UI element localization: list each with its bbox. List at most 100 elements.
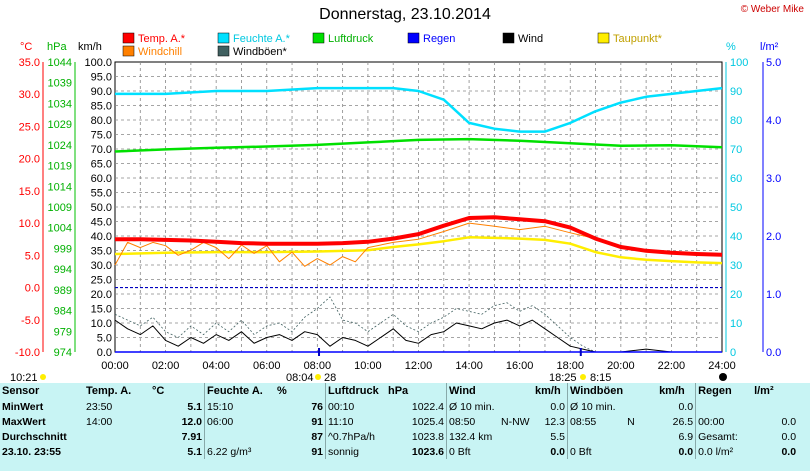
legend-swatch xyxy=(122,45,135,57)
rain-tick-label: 5.0 xyxy=(766,57,781,69)
stats-cell-t-val: 12.0 xyxy=(181,415,202,428)
legend-label: Taupunkt* xyxy=(613,33,663,45)
hum-tick-label: 30 xyxy=(730,260,742,272)
stats-cell-label: 23.10. 23:55 xyxy=(2,445,61,458)
stats-cell-r-val: 0.0 xyxy=(781,445,797,458)
stats-cell-t-time: 23:50 xyxy=(86,400,113,413)
series-taupunkt xyxy=(114,236,723,265)
press-tick-label: 979 xyxy=(54,326,72,338)
sunrise-label: 08:04 xyxy=(286,372,314,383)
stats-cell-w-val: 0.0 xyxy=(550,445,565,458)
rain-tick-label: 4.0 xyxy=(766,115,781,127)
press-tick-label: 1019 xyxy=(48,161,72,173)
rain-tick-label: 3.0 xyxy=(766,173,781,185)
press-tick-label: 974 xyxy=(54,347,72,359)
temp-tick-label: 0.0 xyxy=(25,283,40,295)
hum-tick-label: 40 xyxy=(730,231,742,243)
stats-row: MinWert 23:50 5.1 15:10 76 00:10 1022.4 Ø 10 mi… xyxy=(0,399,798,414)
stats-row: 23.10. 23:55 5.1 6.22 g/m³ 91 sonnig 1023.6 0 … xyxy=(0,444,798,459)
sun-icon xyxy=(580,374,586,380)
legend-label: Wind xyxy=(518,33,543,45)
stats-cell-h-time xyxy=(204,429,275,444)
legend-swatch xyxy=(217,32,230,44)
time-tick-label: 04:00 xyxy=(202,360,230,372)
legend-label: Regen xyxy=(423,33,455,45)
time-tick-label: 08:00 xyxy=(304,360,332,372)
stats-cell-label: MaxWert xyxy=(2,415,46,428)
legend-swatch xyxy=(407,32,420,44)
stats-header-row: Sensor Temp. A. °C Feuchte A. % Luftdruc… xyxy=(0,383,798,399)
time-tick-label: 06:00 xyxy=(253,360,281,372)
hum-tick-label: 100 xyxy=(730,57,748,69)
hdr-gust-unit: km/h xyxy=(659,385,685,397)
stats-cell-g-b xyxy=(625,444,657,459)
press-tick-label: 1039 xyxy=(48,78,72,90)
press-tick-label: 1014 xyxy=(48,181,72,193)
stats-cell-label: MinWert xyxy=(2,400,44,413)
hum-unit-label: % xyxy=(726,41,736,53)
hdr-rain: Regen xyxy=(695,383,753,399)
stats-cell-g-b xyxy=(625,429,657,444)
wind-tick-label: 20.0 xyxy=(91,289,112,301)
moon-icon xyxy=(719,373,727,381)
rain-tick-label: 0.0 xyxy=(766,347,781,359)
time-tick-label: 12:00 xyxy=(405,360,433,372)
sunrise-day-label: 28 xyxy=(324,372,336,383)
hum-tick-label: 0 xyxy=(730,347,736,359)
stats-cell-t-time xyxy=(84,429,150,444)
sun-icon xyxy=(315,374,321,380)
temp-tick-label: 25.0 xyxy=(19,121,40,133)
series-temp-a xyxy=(115,215,723,257)
temp-tick-label: 30.0 xyxy=(19,89,40,101)
press-tick-label: 1034 xyxy=(48,98,72,110)
stats-cell-p-time: 00:10 xyxy=(325,399,386,414)
sun-icon xyxy=(40,374,46,380)
legend-swatch xyxy=(312,32,325,44)
hdr-press: Luftdruck xyxy=(325,383,386,399)
wind-tick-label: 65.0 xyxy=(91,159,112,171)
stats-cell-label: Durchschnitt xyxy=(2,430,67,443)
rain-unit-label: l/m² xyxy=(760,41,779,53)
sunset-minutes-label: 8:15 xyxy=(590,372,611,383)
rain-tick-label: 2.0 xyxy=(766,231,781,243)
stats-cell-w-a: Ø 10 min. xyxy=(446,399,499,414)
temp-tick-label: 5.0 xyxy=(25,250,40,262)
stats-cell-p-val: 1022.4 xyxy=(411,400,444,413)
stats-cell-w-a: 0 Bft xyxy=(446,444,499,459)
stats-cell-r-a: 0.0 l/m² xyxy=(695,444,753,459)
wind-tick-label: 45.0 xyxy=(91,217,112,229)
stats-cell-t-val: 5.1 xyxy=(187,445,202,458)
hdr-rain-unit: l/m² xyxy=(754,385,774,397)
legend-swatch xyxy=(122,32,135,44)
rain-tick-label: 1.0 xyxy=(766,289,781,301)
press-tick-label: 1009 xyxy=(48,202,72,214)
stats-cell-g-val: 26.5 xyxy=(672,415,694,428)
stats-cell-r-val xyxy=(752,399,798,414)
hdr-wind-unit: km/h xyxy=(535,385,561,397)
time-tick-label: 02:00 xyxy=(152,360,180,372)
stats-cell-w-val: 12.3 xyxy=(544,415,565,428)
hum-tick-label: 70 xyxy=(730,144,742,156)
time-tick-label: 20:00 xyxy=(607,360,635,372)
temp-tick-label: -5.0 xyxy=(21,315,40,327)
hdr-wind: Wind xyxy=(446,383,499,399)
legend-label: Windchill xyxy=(138,46,182,58)
hdr-temp-unit: °C xyxy=(152,385,165,397)
stats-cell-w-b xyxy=(499,399,533,414)
wind-tick-label: 85.0 xyxy=(91,101,112,113)
stats-cell-g-a: 0 Bft xyxy=(567,444,626,459)
time-tick-label: 16:00 xyxy=(506,360,534,372)
sun-left-time: 10:21 xyxy=(10,372,38,383)
series-windb-en xyxy=(114,296,722,353)
wind-unit-label: km/h xyxy=(78,41,102,53)
stats-cell-g-val: 6.9 xyxy=(678,430,694,443)
stats-cell-p-val: 1025.4 xyxy=(411,415,444,428)
stats-cell-p-time: sonnig xyxy=(325,444,386,459)
time-tick-label: 00:00 xyxy=(101,360,129,372)
wind-tick-label: 70.0 xyxy=(91,144,112,156)
stats-panel: Sensor Temp. A. °C Feuchte A. % Luftdruc… xyxy=(0,383,810,471)
stats-cell-w-b xyxy=(499,444,533,459)
stats-cell-r-a xyxy=(695,399,753,414)
series-wind xyxy=(114,319,722,353)
wind-tick-label: 90.0 xyxy=(91,86,112,98)
